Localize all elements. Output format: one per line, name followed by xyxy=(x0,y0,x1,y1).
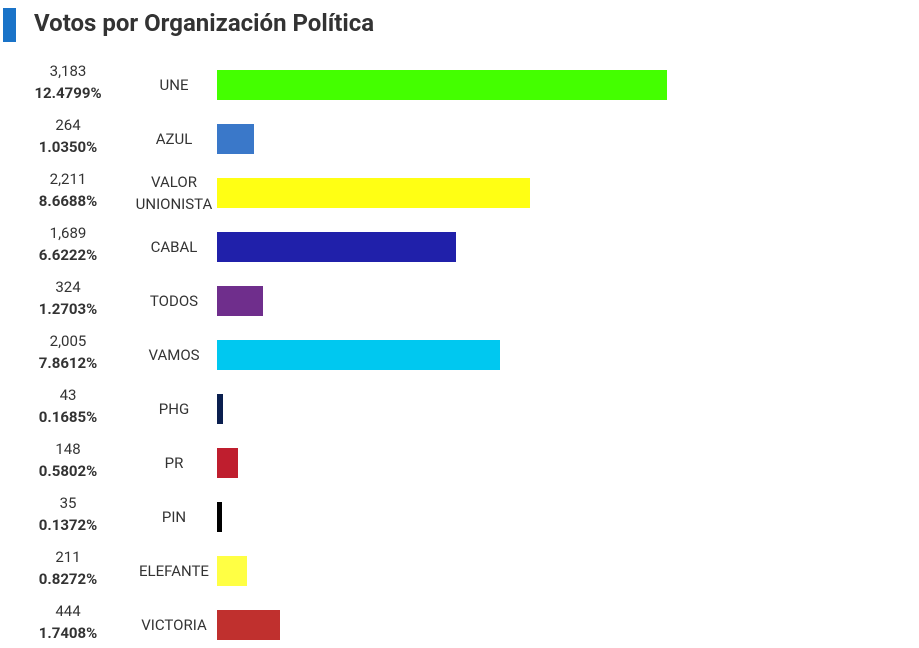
vote-count: 444 xyxy=(55,602,81,620)
bar xyxy=(217,610,280,640)
vote-count: 264 xyxy=(55,116,81,134)
vote-count: 324 xyxy=(55,278,81,296)
vote-count: 2,005 xyxy=(49,332,87,350)
bar xyxy=(217,286,263,316)
vote-count: 43 xyxy=(59,386,77,404)
vote-percent: 0.8272% xyxy=(38,570,98,588)
chart-title: Votos por Organización Política xyxy=(34,9,375,37)
bar xyxy=(217,124,255,154)
bar xyxy=(217,232,456,262)
bar xyxy=(217,340,501,370)
party-label: VALOR UNIONISTA xyxy=(135,173,213,213)
vote-percent: 12.4799% xyxy=(34,84,102,102)
party-label: UNE xyxy=(159,76,189,94)
vote-count: 35 xyxy=(59,494,77,512)
vote-percent: 1.7408% xyxy=(38,624,98,642)
vote-percent: 6.6222% xyxy=(38,246,98,264)
vote-percent: 8.6688% xyxy=(38,192,98,210)
party-label: ELEFANTE xyxy=(139,562,209,580)
party-label: TODOS xyxy=(149,292,199,310)
vote-percent: 0.5802% xyxy=(38,462,98,480)
bar xyxy=(217,556,247,586)
vote-count: 148 xyxy=(55,440,81,458)
vote-percent: 0.1685% xyxy=(38,408,98,426)
party-label: VAMOS xyxy=(148,346,200,364)
bar xyxy=(217,70,667,100)
vote-percent: 7.8612% xyxy=(38,354,98,372)
vote-percent: 1.0350% xyxy=(38,138,98,156)
vote-count: 3,183 xyxy=(49,62,87,80)
vote-count: 211 xyxy=(55,548,81,566)
bar xyxy=(217,178,530,208)
vote-count: 2,211 xyxy=(49,170,87,188)
party-label: VICTORIA xyxy=(141,616,207,634)
party-label: PIN xyxy=(161,508,187,526)
vote-count: 1,689 xyxy=(49,224,87,242)
bar xyxy=(217,394,224,424)
vote-percent: 1.2703% xyxy=(38,300,98,318)
party-label: CABAL xyxy=(150,238,198,256)
bar xyxy=(217,448,238,478)
party-label: AZUL xyxy=(155,130,193,148)
party-label: PHG xyxy=(158,400,190,418)
title-accent xyxy=(3,8,16,42)
party-label: PR xyxy=(164,454,184,472)
vote-percent: 0.1372% xyxy=(38,516,98,534)
bar xyxy=(217,502,222,532)
